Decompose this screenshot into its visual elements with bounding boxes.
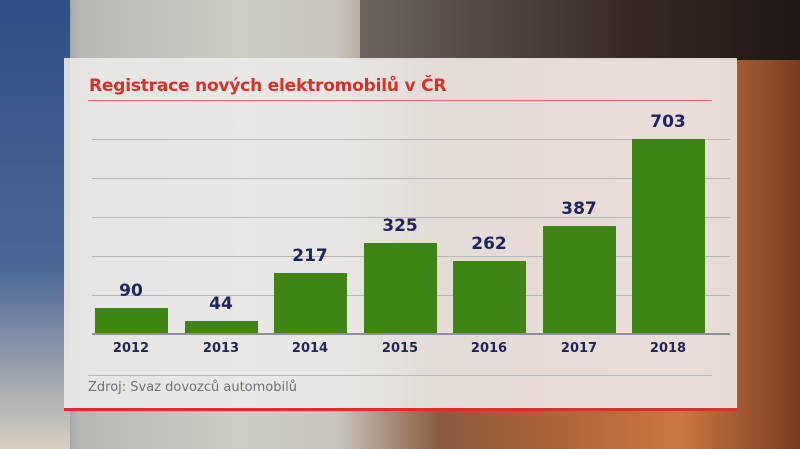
- chart-title: Registrace nových elektromobilů v ČR: [89, 76, 447, 96]
- x-tick-label-2014: 2014: [291, 341, 329, 356]
- x-tick-label-2015: 2015: [381, 341, 419, 356]
- bar-2018: [632, 139, 705, 333]
- bar-2016: [453, 261, 526, 333]
- value-label-2014: 217: [292, 246, 328, 266]
- bar-2012: [95, 308, 168, 333]
- chart-panel: Registrace nových elektromobilů v ČR 90 2…: [64, 58, 737, 411]
- x-tick-label-2012: 2012: [112, 341, 150, 356]
- source-note: Zdroj: Svaz dovozců automobilů: [88, 380, 297, 395]
- value-label-2015: 325: [382, 216, 418, 236]
- source-divider: [88, 375, 712, 376]
- x-tick-label-2016: 2016: [470, 341, 508, 356]
- background-photo-top: [360, 0, 800, 60]
- x-tick-label-2013: 2013: [202, 341, 240, 356]
- value-label-2016: 262: [471, 234, 507, 254]
- bar-2013: [185, 321, 258, 333]
- bar-2017: [543, 226, 616, 333]
- gridline: [92, 178, 730, 179]
- value-label-2018: 703: [650, 112, 686, 132]
- x-tick-label-2018: 2018: [649, 341, 687, 356]
- bar-2015: [364, 243, 437, 333]
- value-label-2012: 90: [119, 281, 143, 301]
- bar-2014: [274, 273, 347, 333]
- x-tick-label-2017: 2017: [560, 341, 598, 356]
- value-label-2013: 44: [209, 294, 233, 314]
- value-label-2017: 387: [561, 199, 597, 219]
- x-axis-baseline: [92, 333, 730, 335]
- background-photo-left: [0, 0, 70, 449]
- title-divider: [88, 100, 712, 101]
- gridline: [92, 217, 730, 218]
- gridline: [92, 139, 730, 140]
